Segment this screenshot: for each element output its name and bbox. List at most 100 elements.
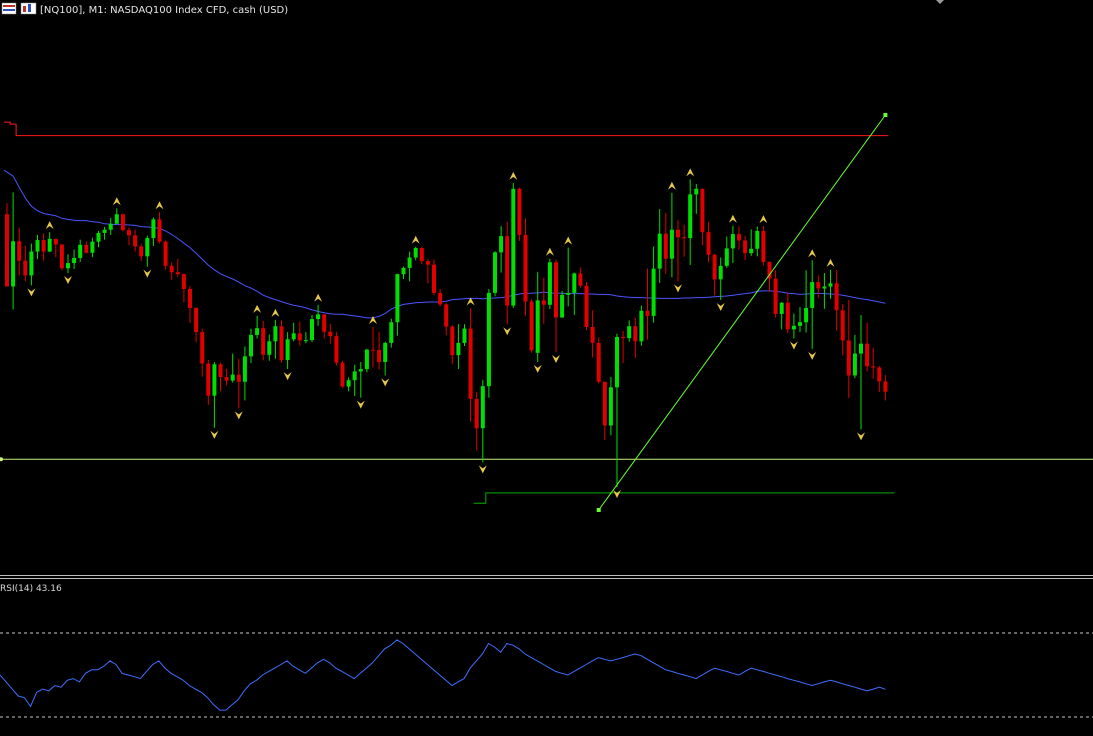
horizontal-level-handle[interactable]: [0, 457, 3, 462]
candle: [279, 320, 284, 363]
candle-body: [346, 380, 351, 387]
candle: [529, 299, 534, 353]
fractal-up-arrow: [759, 215, 768, 224]
fractal-down-arrow: [478, 465, 487, 474]
candle-body: [608, 387, 613, 426]
trendline-start-handle[interactable]: [596, 508, 601, 513]
candle-body: [139, 246, 144, 257]
candle: [157, 212, 162, 244]
fractal-up-arrow: [466, 297, 475, 306]
candle: [834, 270, 839, 331]
candle: [578, 267, 583, 288]
fractal-up-arrow: [253, 304, 262, 313]
candle-body: [724, 248, 729, 266]
candle-body: [651, 268, 656, 316]
candle: [444, 303, 449, 336]
candle: [852, 334, 857, 379]
candle-body: [810, 282, 815, 308]
candle-body: [133, 235, 138, 247]
fractal-up-arrow: [826, 258, 835, 267]
candle: [334, 331, 339, 366]
candle-body: [676, 229, 680, 238]
candle-body: [328, 331, 333, 337]
candle: [352, 364, 357, 397]
fractal-up-arrow: [545, 247, 554, 256]
candle-body: [230, 374, 235, 381]
candle: [816, 275, 821, 298]
candle: [181, 273, 186, 303]
candle-body: [438, 292, 443, 305]
candle: [432, 259, 436, 296]
candle-body: [822, 286, 827, 289]
candle-body: [157, 219, 162, 242]
candle-body: [291, 333, 296, 340]
chart-grid-icon[interactable]: [1, 2, 17, 15]
candle: [724, 236, 729, 268]
toolbar-icons[interactable]: [1, 2, 37, 15]
candle-body: [303, 340, 308, 342]
candle: [865, 322, 870, 372]
candle-body: [859, 343, 863, 354]
candle: [102, 226, 107, 240]
trendline-layer[interactable]: [596, 113, 888, 513]
candle-body: [249, 334, 253, 357]
candle-body: [767, 261, 772, 279]
candle-body: [816, 282, 821, 289]
candle: [419, 246, 424, 265]
candle: [401, 266, 406, 279]
candle-body: [846, 340, 851, 376]
candle: [212, 361, 217, 428]
candle: [657, 209, 662, 283]
candle: [328, 323, 333, 344]
candle-body: [499, 236, 504, 253]
candle-body: [371, 349, 375, 351]
candle: [364, 348, 369, 373]
candle: [877, 365, 882, 393]
candle: [761, 226, 766, 266]
fractal-up-arrow: [667, 181, 676, 190]
fractal-up-arrow: [112, 197, 121, 206]
candle: [840, 303, 845, 356]
candle-body: [517, 188, 522, 235]
fractal-down-arrow: [552, 355, 560, 364]
candle-body: [657, 233, 662, 269]
fractal-down-arrow: [674, 284, 682, 293]
candle-body: [35, 240, 40, 252]
candle-body: [206, 363, 211, 396]
candle-body: [5, 214, 9, 287]
candle: [486, 288, 491, 398]
candle-body: [358, 369, 363, 372]
candle-body: [389, 322, 394, 343]
candle-body: [773, 278, 778, 314]
candle-body: [432, 264, 436, 293]
candle: [303, 332, 308, 344]
candle-body: [53, 238, 58, 245]
candle-body: [29, 251, 34, 276]
candle: [755, 226, 760, 257]
candle: [120, 213, 125, 232]
fractal-down-arrow: [533, 364, 542, 373]
bar-chart-icon[interactable]: [20, 2, 37, 15]
candle: [791, 313, 796, 339]
candle-body: [804, 307, 809, 323]
trendline[interactable]: [598, 114, 886, 511]
candle-body: [242, 356, 247, 382]
candle-body: [456, 342, 461, 356]
candle: [17, 227, 22, 276]
candle: [249, 328, 253, 364]
candle: [828, 269, 833, 299]
trendline-end-handle[interactable]: [883, 113, 888, 117]
rsi-line: [0, 639, 886, 711]
fractal-up-arrow: [509, 171, 518, 180]
candle: [200, 328, 205, 377]
fractal-down-arrow: [356, 400, 365, 409]
candle-body: [712, 254, 717, 280]
candle-body: [285, 339, 290, 360]
scroll-marker-icon[interactable]: [936, 0, 944, 4]
candle-body: [395, 274, 400, 323]
candle-body: [267, 341, 272, 355]
candle: [676, 220, 680, 282]
candle: [169, 262, 174, 280]
candle-body: [566, 292, 571, 295]
